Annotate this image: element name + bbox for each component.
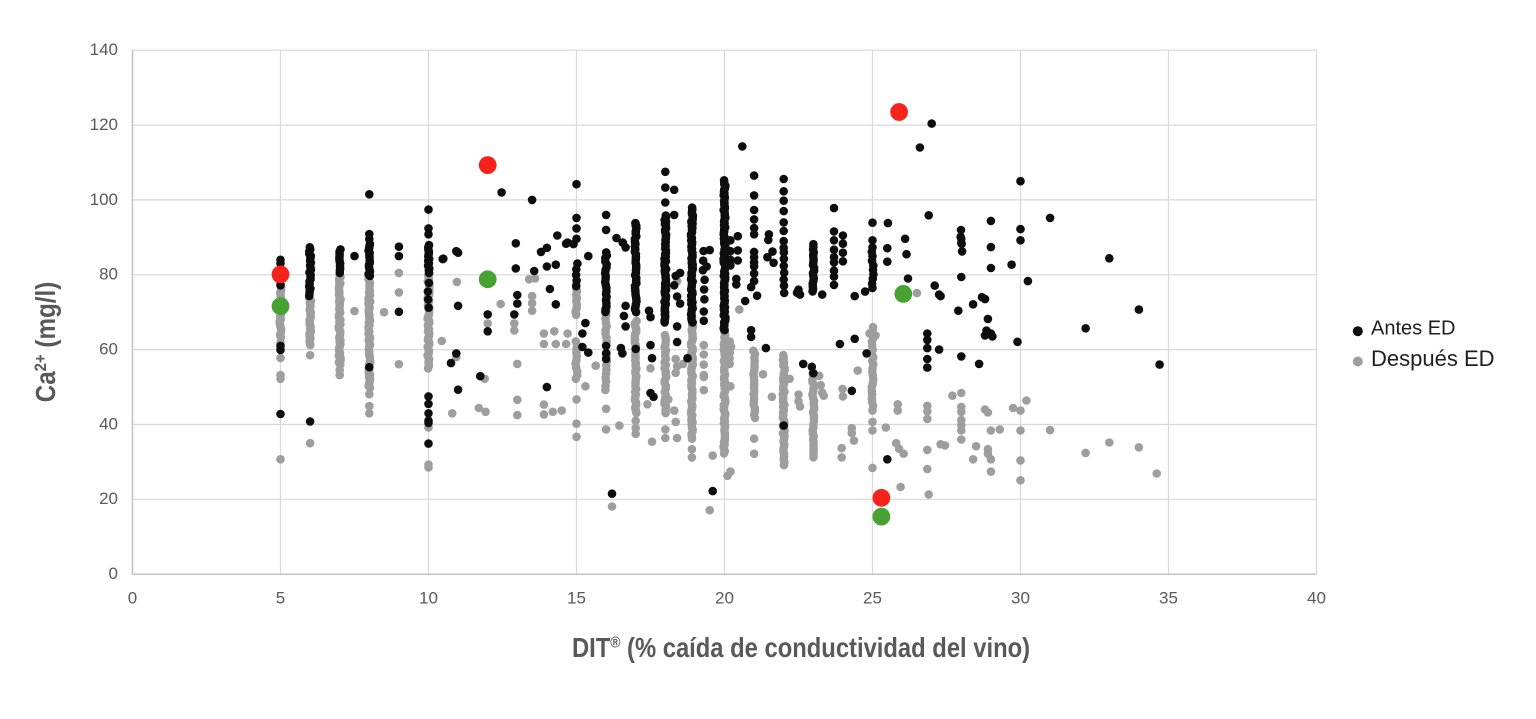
svg-text:30: 30 — [1011, 588, 1030, 607]
svg-text:0: 0 — [128, 588, 137, 607]
svg-text:20: 20 — [715, 588, 734, 607]
svg-text:120: 120 — [90, 115, 118, 134]
svg-text:25: 25 — [863, 588, 882, 607]
svg-text:100: 100 — [90, 190, 118, 209]
svg-text:10: 10 — [419, 588, 438, 607]
svg-text:80: 80 — [99, 265, 118, 284]
svg-text:DIT® (% caída de conductividad: DIT® (% caída de conductividad del vino) — [572, 633, 1030, 663]
svg-text:5: 5 — [276, 588, 285, 607]
svg-text:Después ED: Después ED — [1371, 346, 1495, 371]
svg-text:40: 40 — [1307, 588, 1326, 607]
svg-text:20: 20 — [99, 489, 118, 508]
svg-text:Antes ED: Antes ED — [1371, 318, 1455, 340]
svg-text:40: 40 — [99, 414, 118, 433]
svg-text:15: 15 — [567, 588, 586, 607]
svg-text:35: 35 — [1159, 588, 1178, 607]
svg-text:140: 140 — [90, 40, 118, 59]
svg-text:0: 0 — [109, 564, 118, 583]
svg-text:60: 60 — [99, 340, 118, 359]
svg-text:Ca2+ (mg/l): Ca2+ (mg/l) — [32, 282, 62, 403]
